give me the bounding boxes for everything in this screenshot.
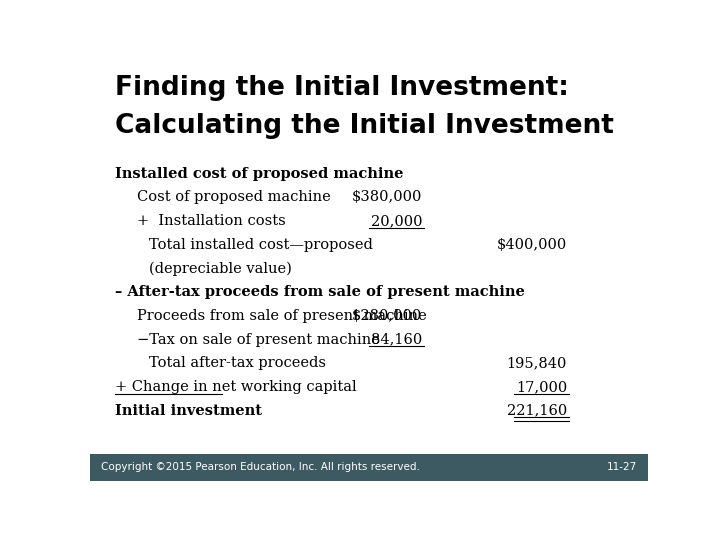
Text: Total after-tax proceeds: Total after-tax proceeds bbox=[148, 356, 325, 370]
FancyBboxPatch shape bbox=[90, 454, 648, 481]
Text: Initial investment: Initial investment bbox=[115, 404, 262, 417]
Text: Copyright ©2015 Pearson Education, Inc. All rights reserved.: Copyright ©2015 Pearson Education, Inc. … bbox=[101, 462, 420, 472]
Text: + Change in net working capital: + Change in net working capital bbox=[115, 380, 356, 394]
Text: Finding the Initial Investment:: Finding the Initial Investment: bbox=[115, 75, 569, 101]
Text: 84,160: 84,160 bbox=[371, 333, 422, 347]
Text: Calculating the Initial Investment: Calculating the Initial Investment bbox=[115, 113, 614, 139]
Text: 17,000: 17,000 bbox=[516, 380, 567, 394]
Text: $400,000: $400,000 bbox=[497, 238, 567, 252]
Text: 20,000: 20,000 bbox=[371, 214, 422, 228]
Text: 221,160: 221,160 bbox=[507, 404, 567, 417]
Text: 195,840: 195,840 bbox=[507, 356, 567, 370]
Text: $280,000: $280,000 bbox=[352, 309, 422, 323]
Text: Installed cost of proposed machine: Installed cost of proposed machine bbox=[115, 167, 404, 181]
Text: (depreciable value): (depreciable value) bbox=[148, 261, 292, 276]
Text: +  Installation costs: + Installation costs bbox=[138, 214, 286, 228]
Text: Proceeds from sale of present machine: Proceeds from sale of present machine bbox=[138, 309, 427, 323]
Text: Total installed cost—proposed: Total installed cost—proposed bbox=[148, 238, 372, 252]
Text: – After-tax proceeds from sale of present machine: – After-tax proceeds from sale of presen… bbox=[115, 285, 525, 299]
Text: $380,000: $380,000 bbox=[351, 191, 422, 204]
Text: 11-27: 11-27 bbox=[606, 462, 637, 472]
Text: Cost of proposed machine: Cost of proposed machine bbox=[138, 191, 331, 204]
Text: −Tax on sale of present machine: −Tax on sale of present machine bbox=[138, 333, 380, 347]
